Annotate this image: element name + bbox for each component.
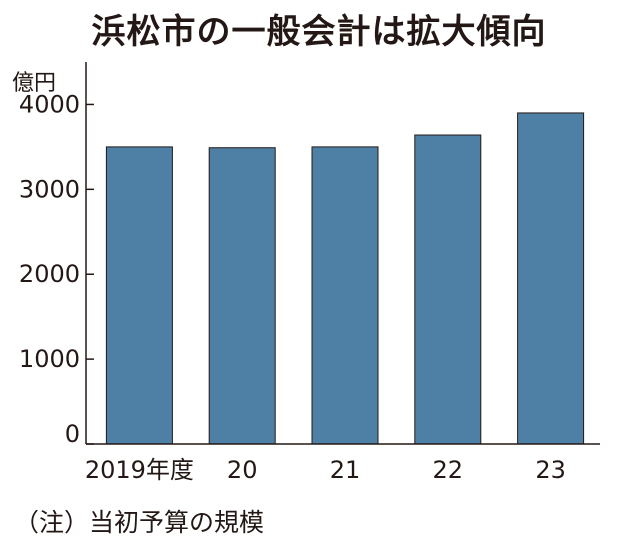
bar xyxy=(208,147,276,445)
y-tick-label: 2000 xyxy=(19,260,80,288)
bar xyxy=(414,134,482,445)
y-tick-label: 3000 xyxy=(19,175,80,203)
y-axis-ticks: 0 1000 2000 3000 4000 xyxy=(19,90,94,448)
y-tick-label: 0 xyxy=(65,420,80,448)
chart-title: 浜松市の一般会計は拡大傾向 xyxy=(91,12,547,52)
x-tick-label: 21 xyxy=(330,456,361,484)
footnote: （注）当初予算の規模 xyxy=(14,508,265,537)
x-tick-label: 23 xyxy=(535,456,566,484)
bar xyxy=(517,112,585,445)
x-tick-label: 22 xyxy=(433,456,464,484)
y-axis-unit-label: 億円 xyxy=(12,71,56,96)
y-tick-label: 1000 xyxy=(19,345,80,373)
y-tick-label: 4000 xyxy=(19,90,80,118)
bar xyxy=(105,146,173,445)
x-tick-label: 20 xyxy=(227,456,258,484)
x-tick-label: 2019年度 xyxy=(85,456,194,484)
bar xyxy=(311,146,379,445)
x-axis-tick-labels: 2019年度 20 21 22 23 xyxy=(85,456,566,484)
bars xyxy=(105,112,585,445)
axes xyxy=(85,62,600,445)
